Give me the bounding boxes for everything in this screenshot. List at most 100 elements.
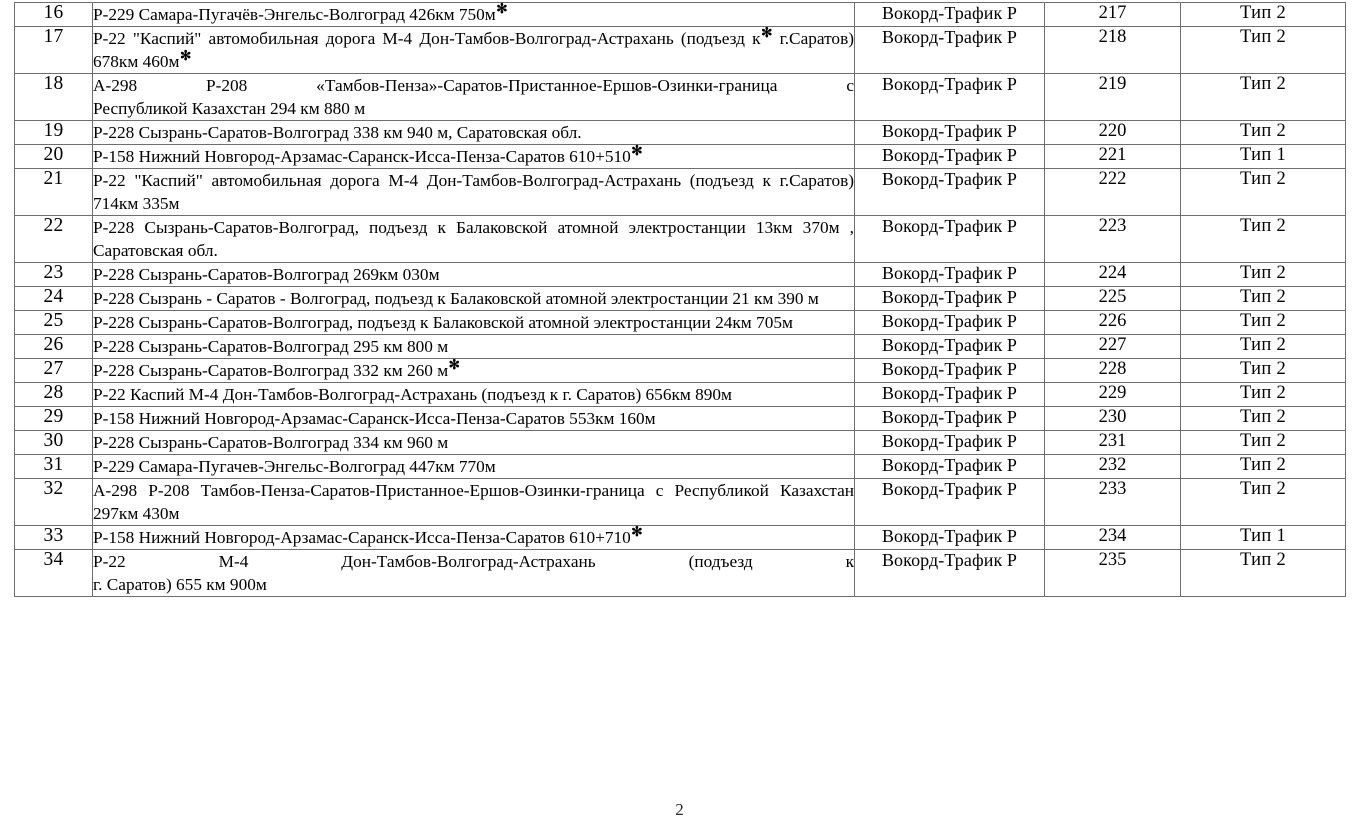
road-description-cell: Р-228 Сызрань-Саратов-Волгоград 332 км 2…	[92, 357, 855, 383]
type-cell: Тип 2	[1180, 215, 1346, 263]
row-number-cell: 31	[14, 454, 93, 479]
identifier-cell: 220	[1044, 120, 1181, 145]
device-model-cell: Вокорд-Трафик Р	[854, 2, 1045, 27]
road-description-cell: Р-22 Каспий М-4 Дон-Тамбов-Волгоград-Аст…	[92, 382, 855, 407]
identifier-cell: 233	[1044, 478, 1181, 526]
type-cell: Тип 2	[1180, 358, 1346, 383]
row-number-cell: 28	[14, 382, 93, 407]
device-model-cell: Вокорд-Трафик Р	[854, 406, 1045, 431]
road-description-cell: Р-229 Самара-Пугачев-Энгельс-Волгоград 4…	[92, 454, 855, 479]
table-row: 26 Р-228 Сызрань-Саратов-Волгоград 295 км…	[14, 334, 1346, 359]
row-number-cell: 18	[14, 73, 93, 121]
row-number-cell: 19	[14, 120, 93, 145]
table-row: 33 Р-158 Нижний Новгород-Арзамас-Саранск-…	[14, 524, 1346, 550]
roads-table: 16 Р-229 Самара-Пугачёв-Энгельс-Волгоград…	[14, 2, 1346, 597]
road-description-text: Р-22 "Каспий" автомобильная дорога М-4 Д…	[93, 171, 771, 190]
road-description-cell: Р-22 М-4 Дон-Тамбов-Волгоград-Астрахань …	[92, 549, 855, 597]
road-description-text: Р-228 Сызрань-Саратов-Волгоград, подъезд…	[93, 218, 793, 237]
device-model-cell: Вокорд-Трафик Р	[854, 73, 1045, 121]
device-model-cell: Вокорд-Трафик Р	[854, 144, 1045, 169]
identifier-cell: 231	[1044, 430, 1181, 455]
road-description-text-continued: г.Саратов) 678км 460м	[93, 29, 854, 71]
road-description-text-continued: г.Саратов) 714км 335м	[93, 171, 855, 213]
road-description-text: А-298 Р-208 Тамбов-Пенза-Саратов-Пристан…	[93, 481, 769, 500]
identifier-cell: 235	[1044, 549, 1181, 597]
type-cell: Тип 2	[1180, 286, 1346, 311]
device-model-cell: Вокорд-Трафик Р	[854, 430, 1045, 455]
identifier-cell: 224	[1044, 262, 1181, 287]
table-row: 18 А-298 Р-208 «Тамбов-Пенза»-Саратов-При…	[14, 73, 1346, 121]
road-description-cell: Р-22 "Каспий" автомобильная дорога М-4 Д…	[92, 25, 855, 74]
identifier-cell: 221	[1044, 144, 1181, 169]
device-model-cell: Вокорд-Трафик Р	[854, 454, 1045, 479]
device-model-cell: Вокорд-Трафик Р	[854, 382, 1045, 407]
table-row: 20 Р-158 Нижний Новгород-Арзамас-Саранск-…	[14, 144, 1346, 169]
row-number-cell: 26	[14, 334, 93, 359]
road-description-text: Р-229 Самара-Пугачев-Энгельс-Волгоград 4…	[93, 457, 496, 476]
asterisk-marker-icon: ✻	[761, 25, 773, 41]
device-model-cell: Вокорд-Трафик Р	[854, 525, 1045, 550]
type-cell: Тип 2	[1180, 382, 1346, 407]
road-description-text: Р-228 Сызрань - Саратов - Волгоград, под…	[93, 289, 750, 308]
type-cell: Тип 2	[1180, 549, 1346, 597]
row-number-cell: 20	[14, 144, 93, 169]
road-description-text: Р-228 Сызрань-Саратов-Волгоград 332 км 2…	[93, 361, 449, 380]
row-number-cell: 16	[14, 2, 93, 27]
roads-table-body: 16 Р-229 Самара-Пугачёв-Энгельс-Волгоград…	[14, 1, 1346, 597]
table-row: 27 Р-228 Сызрань-Саратов-Волгоград 332 км…	[14, 357, 1346, 383]
identifier-cell: 219	[1044, 73, 1181, 121]
device-model-cell: Вокорд-Трафик Р	[854, 215, 1045, 263]
device-model-cell: Вокорд-Трафик Р	[854, 168, 1045, 216]
device-model-cell: Вокорд-Трафик Р	[854, 286, 1045, 311]
road-description-line-1: Р-22 М-4 Дон-Тамбов-Волгоград-Астрахань …	[93, 552, 854, 571]
road-description-text: Р-229 Самара-Пугачёв-Энгельс-Волгоград 4…	[93, 5, 496, 24]
table-row: 16 Р-229 Самара-Пугачёв-Энгельс-Волгоград…	[14, 1, 1346, 27]
road-description-text-continued: Казахстан 297км 430м	[93, 481, 854, 523]
type-cell: Тип 2	[1180, 334, 1346, 359]
table-row: 19 Р-228 Сызрань-Саратов-Волгоград 338 км…	[14, 120, 1346, 145]
type-cell: Тип 2	[1180, 478, 1346, 526]
road-description-cell: Р-228 Сызрань-Саратов-Волгоград 269км 03…	[92, 262, 855, 287]
road-description-text: Р-228 Сызрань-Саратов-Волгоград 338 км 9…	[93, 123, 582, 142]
device-model-cell: Вокорд-Трафик Р	[854, 334, 1045, 359]
table-row: 29 Р-158 Нижний Новгород-Арзамас-Саранск-…	[14, 406, 1346, 431]
identifier-cell: 226	[1044, 310, 1181, 335]
road-description-line-1: А-298 Р-208 «Тамбов-Пенза»-Саратов-Прист…	[93, 76, 854, 95]
road-description-text: Р-228 Сызрань-Саратов-Волгоград 295 км 8…	[93, 337, 449, 356]
device-model-cell: Вокорд-Трафик Р	[854, 26, 1045, 74]
asterisk-marker-icon: ✻	[631, 524, 643, 540]
road-description-text-continued: 370м , Саратовская обл.	[93, 218, 854, 260]
table-row: 31 Р-229 Самара-Пугачев-Энгельс-Волгоград…	[14, 454, 1346, 479]
road-description-cell: Р-228 Сызрань-Саратов-Волгоград, подъезд…	[92, 215, 855, 263]
device-model-cell: Вокорд-Трафик Р	[854, 358, 1045, 383]
road-description-cell: Р-229 Самара-Пугачёв-Энгельс-Волгоград 4…	[92, 1, 855, 27]
table-row: 34 Р-22 М-4 Дон-Тамбов-Волгоград-Астрахан…	[14, 549, 1346, 597]
road-description-text: Р-158 Нижний Новгород-Арзамас-Саранск-Ис…	[93, 409, 656, 428]
type-cell: Тип 2	[1180, 262, 1346, 287]
road-description-cell: Р-228 Сызрань-Саратов-Волгоград 334 км 9…	[92, 430, 855, 455]
table-row: 32 А-298 Р-208 Тамбов-Пенза-Саратов-Прист…	[14, 478, 1346, 526]
type-cell: Тип 2	[1180, 310, 1346, 335]
road-description-text: Р-158 Нижний Новгород-Арзамас-Саранск-Ис…	[93, 147, 631, 166]
device-model-cell: Вокорд-Трафик Р	[854, 262, 1045, 287]
road-description-text-continued: км 390 м	[754, 289, 819, 308]
row-number-cell: 23	[14, 262, 93, 287]
row-number-cell: 29	[14, 406, 93, 431]
road-description-text: Р-228 Сызрань-Саратов-Волгоград 334 км 9…	[93, 433, 449, 452]
road-description-text: Р-228 Сызрань-Саратов-Волгоград 269км 03…	[93, 265, 440, 284]
road-description-text: Р-228 Сызрань-Саратов-Волгоград, подъезд…	[93, 313, 752, 332]
type-cell: Тип 1	[1180, 525, 1346, 550]
identifier-cell: 227	[1044, 334, 1181, 359]
row-number-cell: 34	[14, 549, 93, 597]
type-cell: Тип 2	[1180, 73, 1346, 121]
row-number-cell: 32	[14, 478, 93, 526]
type-cell: Тип 2	[1180, 430, 1346, 455]
row-number-cell: 25	[14, 310, 93, 335]
road-description-cell: А-298 Р-208 «Тамбов-Пенза»-Саратов-Прист…	[92, 73, 855, 121]
asterisk-marker-icon: ✻	[496, 1, 508, 17]
identifier-cell: 225	[1044, 286, 1181, 311]
road-description-cell: Р-158 Нижний Новгород-Арзамас-Саранск-Ис…	[92, 524, 855, 550]
asterisk-marker-icon: ✻	[448, 357, 460, 373]
row-number-cell: 33	[14, 525, 93, 550]
